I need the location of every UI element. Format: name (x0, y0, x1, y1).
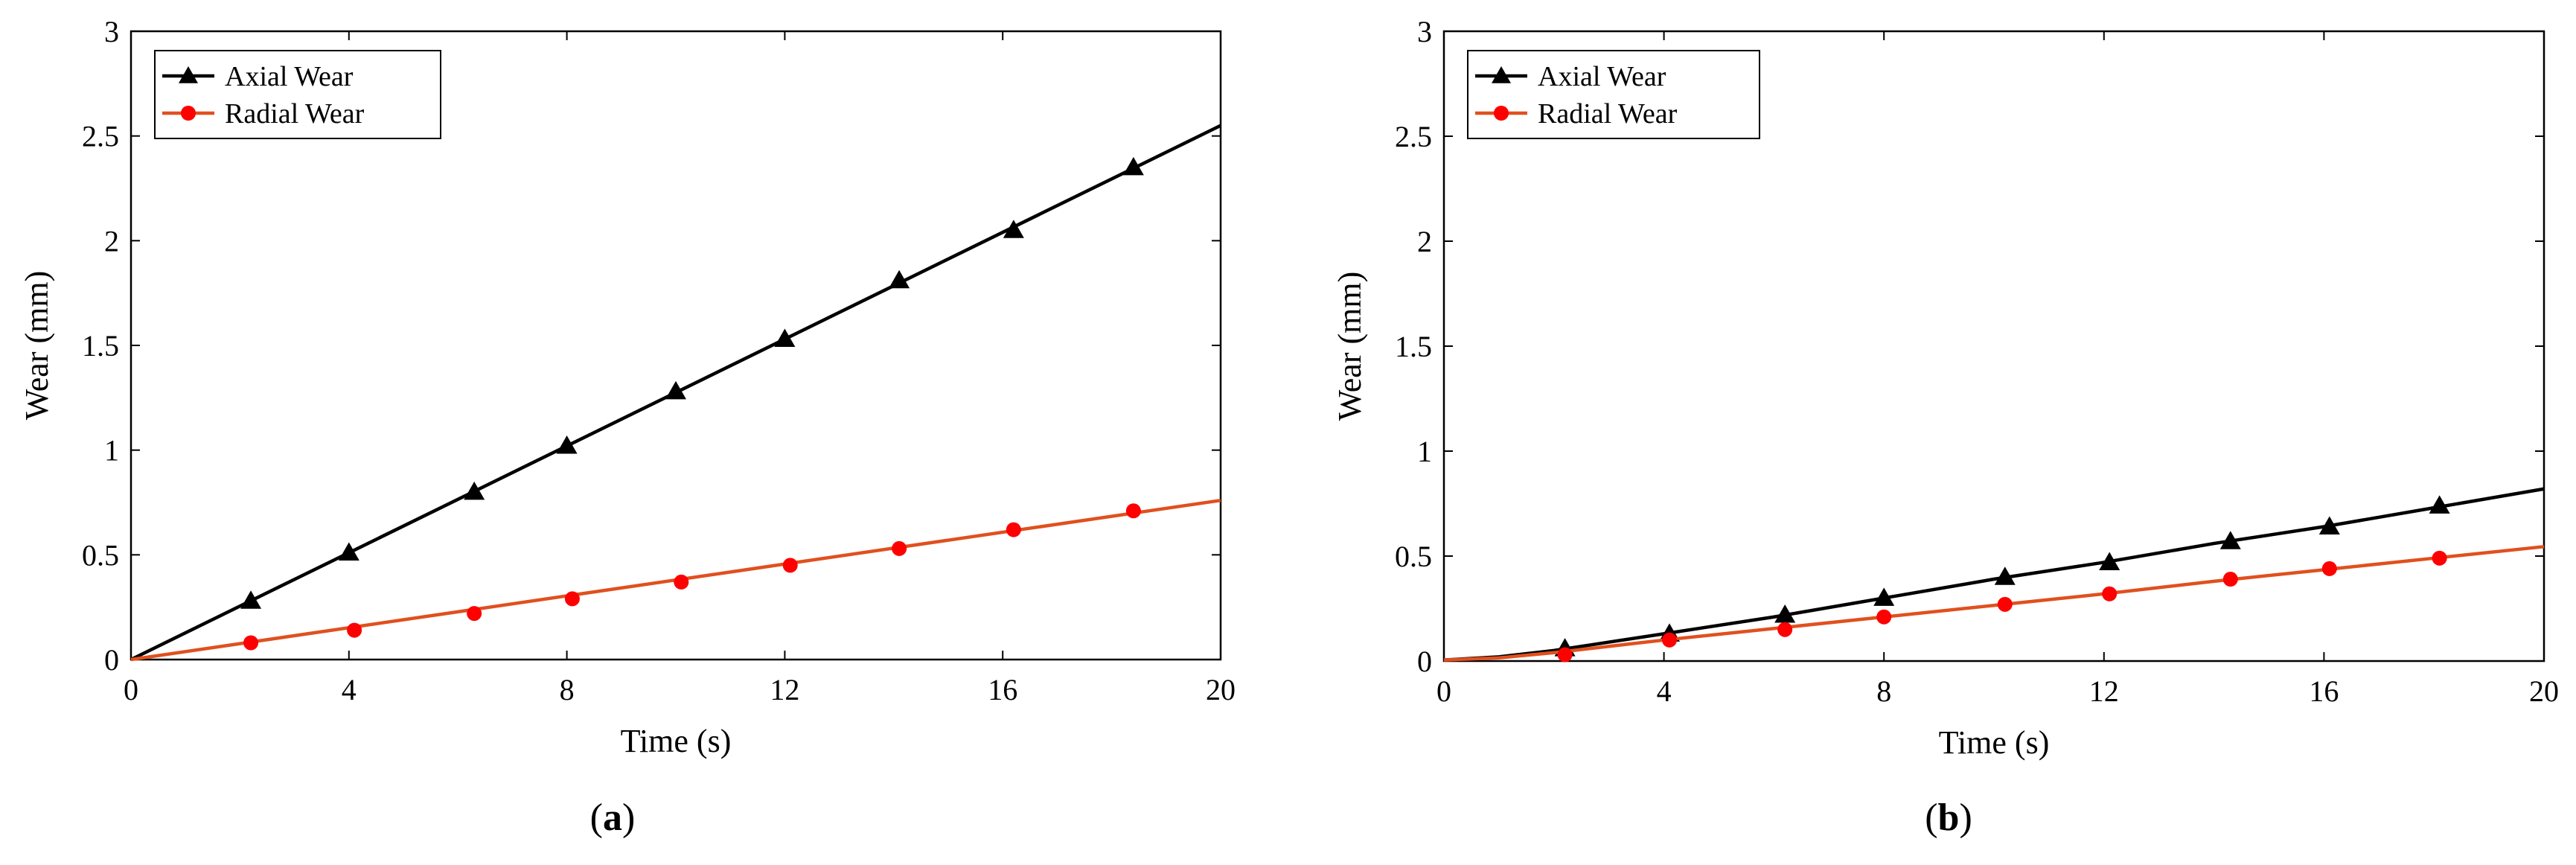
axial-wear-point (665, 380, 686, 400)
panel-label: (b) (1925, 797, 1972, 839)
radial-wear-point (1006, 522, 1021, 537)
radial-wear-point (467, 606, 482, 622)
y-axis-title: Wear (mm) (19, 271, 55, 420)
y-tick-label: 0.5 (82, 538, 119, 572)
axial-wear-point (556, 435, 578, 454)
axial-wear-point (1994, 566, 2016, 585)
legend-label-axial-wear: Axial Wear (1538, 61, 1666, 92)
axial-wear-point (338, 542, 359, 561)
radial-wear-point (347, 622, 362, 638)
y-tick-label: 1 (1417, 435, 1432, 468)
y-axis-title: Wear (mm) (1332, 272, 1368, 421)
radial-wear-point (2432, 550, 2447, 566)
x-tick-label: 16 (988, 673, 1017, 706)
y-tick-label: 1.5 (82, 329, 119, 363)
axial-wear-point (774, 328, 796, 348)
x-tick-label: 12 (2089, 674, 2119, 708)
axial-wear-point (2099, 552, 2120, 570)
radial-wear-point (892, 540, 907, 556)
radial-wear-point (2102, 586, 2118, 601)
axial-wear-point (1003, 220, 1024, 238)
legend: Axial Wear Radial Wear (1467, 50, 1760, 139)
axial-wear-point (2429, 495, 2450, 514)
axial-wear-point (1873, 587, 1895, 606)
y-tick-label: 0 (1417, 645, 1432, 678)
y-tick-label: 1.5 (1395, 330, 1432, 363)
y-tick-label: 1 (104, 434, 119, 467)
axial-wear-point (2219, 531, 2241, 549)
legend-marker-axial-wear (1492, 66, 1511, 83)
axial-wear-point (2318, 516, 2340, 535)
chart-panel-a: 0 4 8 12 16 20 0 0.5 1 1.5 2 2.5 3 Time (s) Wear (mm) (… (19, 15, 1236, 839)
x-tick-label: 0 (124, 673, 138, 706)
x-tick-label: 20 (1206, 673, 1236, 706)
legend-box (154, 50, 441, 139)
y-tick-label: 2 (104, 224, 119, 258)
chart-panel-b: 0 4 8 12 16 20 0 0.5 1 1.5 2 2.5 3 Time (s) Wear (mm) (… (1332, 15, 2559, 839)
x-tick-label: 8 (560, 673, 575, 706)
x-tick-label: 12 (770, 673, 799, 706)
y-tick-label: 3 (104, 15, 119, 48)
radial-wear-point (243, 635, 259, 651)
legend-label-radial-wear: Radial Wear (1538, 98, 1678, 130)
radial-wear-point (1557, 647, 1573, 663)
x-tick-label: 20 (2529, 674, 2559, 708)
radial-wear-point (1661, 632, 1677, 648)
radial-wear-point (2321, 561, 2337, 576)
radial-wear-point (1777, 622, 1793, 637)
legend-box (1467, 50, 1760, 139)
y-tick-label: 2.5 (1395, 120, 1432, 153)
legend-marker-radial-wear (181, 106, 196, 121)
radial-wear-point (564, 591, 580, 607)
panel-letter: b (1938, 797, 1960, 839)
axial-wear-point (889, 269, 910, 289)
axial-wear-point (1774, 604, 1796, 623)
legend-label-axial-wear: Axial Wear (225, 61, 354, 92)
panel-letter: a (603, 797, 622, 839)
y-tick-label: 2 (1417, 225, 1432, 258)
radial-wear-point (1997, 596, 2013, 612)
y-tick-label: 3 (1417, 15, 1432, 48)
x-tick-label: 4 (1657, 674, 1672, 708)
x-tick-label: 0 (1436, 674, 1451, 708)
axial-wear-point (1122, 156, 1144, 176)
legend: Axial Wear Radial Wear (154, 50, 441, 139)
x-tick-label: 8 (1876, 674, 1891, 708)
radial-wear-point (782, 558, 798, 573)
radial-wear-point (1876, 609, 1892, 625)
radial-wear-point (2222, 572, 2238, 587)
legend-marker-radial-wear (1494, 106, 1509, 121)
legend-marker-axial-wear (179, 66, 198, 83)
radial-wear-point (1125, 503, 1141, 519)
axial-wear-point (464, 481, 485, 500)
radial-wear-line (1443, 545, 2545, 662)
radial-wear-point (674, 574, 689, 590)
x-tick-label: 4 (342, 673, 357, 706)
axial-wear-point (240, 590, 262, 609)
panel-label: (a) (590, 797, 636, 839)
y-tick-label: 0.5 (1395, 540, 1432, 573)
y-tick-label: 2.5 (82, 120, 119, 153)
y-tick-label: 0 (104, 643, 119, 677)
x-axis-title: Time (s) (1939, 724, 2050, 761)
x-axis-title: Time (s) (621, 723, 732, 759)
x-tick-label: 16 (2309, 674, 2339, 708)
axial-wear-line (1443, 487, 2545, 662)
legend-label-radial-wear: Radial Wear (225, 98, 365, 130)
